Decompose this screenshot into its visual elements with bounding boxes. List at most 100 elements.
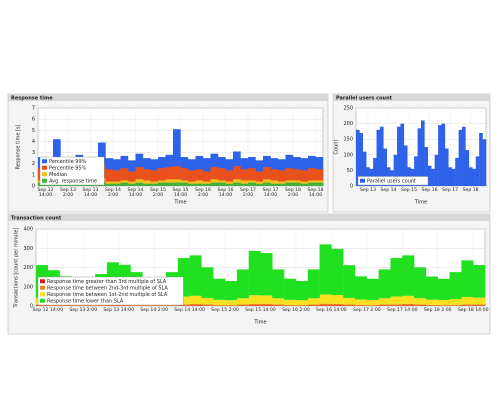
panel-header — [333, 94, 490, 101]
x-tick-label: Sep 16 14:00 — [316, 308, 347, 313]
x-tick-label: Sep 18 2:00 — [423, 308, 452, 313]
data-column — [188, 170, 196, 186]
y-tick-label: 300 — [23, 246, 33, 252]
legend-swatch — [42, 165, 47, 170]
data-column — [270, 169, 279, 186]
data-column — [143, 169, 151, 186]
data-column — [414, 156, 418, 186]
data-column — [225, 170, 234, 186]
data-column — [449, 299, 462, 305]
data-column — [218, 168, 226, 186]
data-column — [414, 304, 427, 306]
data-column — [165, 167, 174, 186]
data-column — [165, 179, 174, 186]
legend-swatch — [40, 285, 45, 290]
y-tick-label: 200 — [343, 121, 353, 127]
x-tick-label: Sep 16 2:00 — [195, 188, 211, 199]
data-column — [331, 305, 344, 306]
data-column — [263, 179, 271, 186]
data-column — [285, 182, 294, 186]
data-column — [263, 182, 271, 186]
legend-swatch — [40, 292, 45, 297]
data-column — [355, 276, 368, 300]
x-tick-label: Sep 15 2:00 — [211, 308, 239, 313]
data-column — [473, 297, 486, 305]
data-column — [173, 182, 181, 186]
data-column — [195, 183, 204, 186]
y-tick-label: 250 — [343, 106, 353, 112]
y-tick-label: 6 — [32, 117, 35, 123]
data-column — [438, 125, 442, 186]
data-column — [455, 157, 459, 186]
y-tick-label: 4 — [32, 139, 35, 145]
data-column — [120, 168, 129, 186]
data-column — [158, 182, 166, 186]
data-column — [248, 305, 261, 306]
data-column — [284, 278, 297, 300]
data-column — [343, 297, 356, 305]
x-tick-label: Sep 14 — [380, 188, 397, 193]
data-column — [397, 126, 401, 186]
data-column — [300, 170, 309, 186]
x-tick-label: Sep 18 2:00 — [285, 188, 301, 199]
data-column — [210, 182, 219, 186]
data-column — [47, 304, 60, 306]
data-column — [233, 165, 241, 186]
data-column — [376, 129, 381, 186]
data-column — [425, 276, 438, 300]
data-column — [468, 167, 473, 186]
y-tick-label: 0 — [32, 184, 35, 190]
x-tick-label: Sep 18 14:00 — [307, 188, 324, 199]
data-column — [284, 299, 297, 306]
data-column — [135, 167, 144, 186]
legend-box — [37, 276, 184, 306]
data-column — [189, 303, 202, 306]
data-column — [158, 168, 166, 186]
data-column — [188, 183, 196, 186]
data-column — [475, 156, 480, 186]
data-column — [390, 296, 403, 305]
data-column — [236, 304, 249, 306]
x-tick-label: Sep 12 14:00 — [32, 308, 64, 313]
data-column — [295, 305, 308, 306]
x-tick-label: Sep 14 2:00 — [105, 188, 121, 199]
data-column — [180, 182, 189, 186]
data-column — [393, 154, 398, 186]
data-column — [431, 168, 435, 186]
x-axis-title: Time — [253, 320, 266, 326]
data-column — [461, 296, 474, 305]
data-column — [120, 182, 129, 186]
data-column — [319, 294, 332, 304]
data-column — [441, 123, 446, 186]
data-column — [295, 300, 308, 306]
x-tick-label: Sep 14 2:00 — [140, 308, 169, 313]
data-column — [180, 168, 189, 186]
data-column — [331, 295, 344, 304]
data-column — [293, 182, 301, 186]
x-tick-label: Sep 16 — [421, 188, 438, 193]
data-column — [270, 183, 279, 186]
data-column — [366, 300, 379, 306]
y-tick-label: 400 — [23, 227, 33, 233]
data-column — [473, 264, 486, 298]
x-tick-label: Sep 13 2:00 — [60, 188, 76, 199]
data-column — [403, 145, 408, 186]
data-column — [105, 183, 114, 186]
legend-swatch — [40, 298, 45, 303]
x-tick-label: Sep 17 14:00 — [262, 188, 279, 199]
legend-box — [39, 156, 105, 186]
data-column — [421, 120, 425, 186]
data-column — [233, 179, 241, 186]
data-column — [213, 305, 226, 306]
y-tick-label: 200 — [23, 265, 33, 271]
y-tick-label: 5 — [32, 128, 35, 134]
y-tick-label: 7 — [32, 106, 35, 112]
legend-label: Parallel users count — [367, 178, 416, 184]
data-column — [165, 182, 174, 186]
data-column — [113, 170, 121, 186]
data-column — [143, 183, 151, 186]
data-column — [240, 169, 249, 186]
data-column — [378, 269, 391, 299]
data-column — [359, 132, 364, 186]
